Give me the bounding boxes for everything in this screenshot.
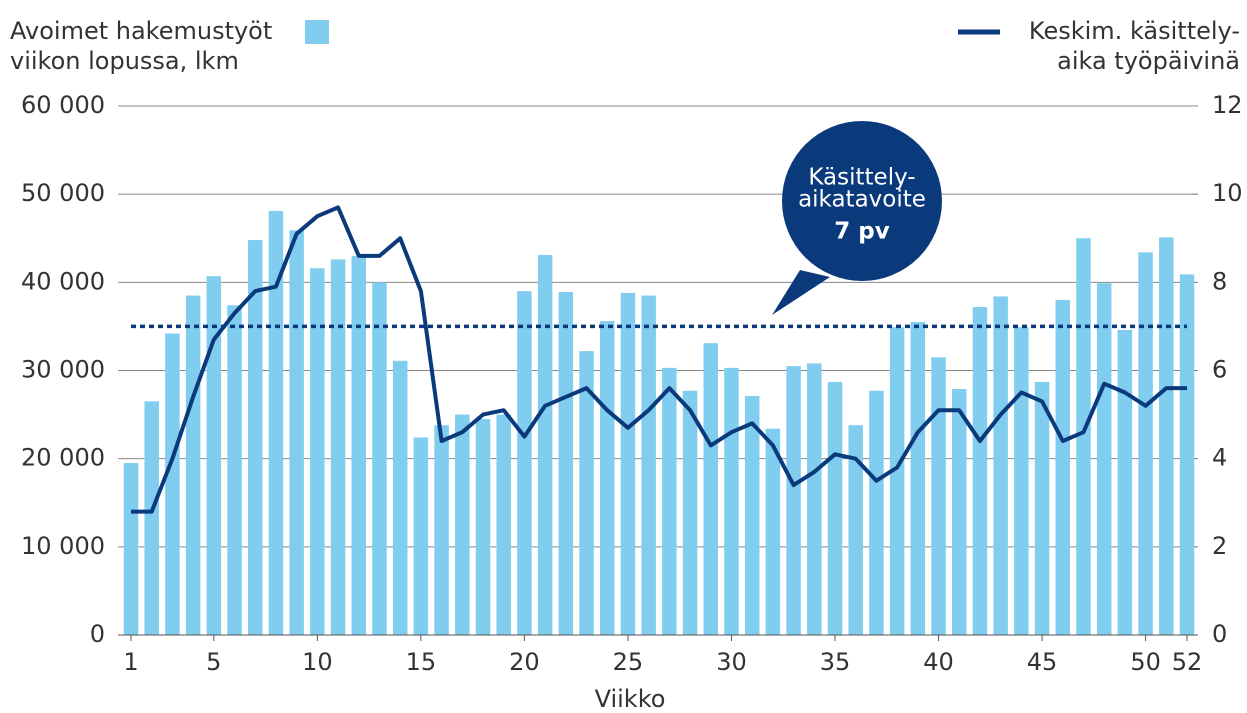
bar: [641, 295, 656, 635]
bar: [392, 360, 408, 635]
y2-tick-label: 2: [1212, 532, 1227, 560]
x-axis-title: Viikko: [595, 685, 666, 713]
y-axis-title: Avoimet hakemustyöt: [10, 17, 272, 45]
annotation-text: aikatavoite: [798, 187, 926, 213]
bar: [931, 357, 946, 635]
y-tick-label: 40 000: [21, 267, 105, 295]
bar: [662, 367, 677, 635]
y-tick-label: 20 000: [21, 444, 105, 472]
bar: [434, 425, 449, 635]
bar: [247, 240, 263, 635]
y-tick-label: 0: [90, 620, 105, 648]
bar: [1138, 252, 1153, 635]
x-tick-label: 30: [716, 648, 747, 676]
bar: [786, 366, 801, 635]
bar: [951, 389, 967, 635]
bar: [537, 255, 553, 636]
bar: [144, 401, 159, 635]
bar: [579, 351, 594, 635]
bar: [682, 390, 698, 635]
bar: [268, 210, 284, 635]
x-tick-label: 25: [613, 648, 644, 676]
bar: [227, 305, 242, 635]
y-tick-label: 60 000: [21, 91, 105, 119]
bar: [910, 322, 926, 635]
bar: [993, 296, 1008, 635]
x-tick-label: 20: [509, 648, 540, 676]
annotation-text: Käsittely-: [808, 165, 915, 191]
bar: [807, 363, 822, 635]
y2-tick-label: 12: [1212, 91, 1243, 119]
bar: [310, 268, 325, 635]
bar: [599, 321, 615, 635]
bar: [455, 414, 470, 635]
y2-tick-label: 6: [1212, 356, 1227, 384]
bar: [1055, 299, 1071, 635]
bar: [848, 425, 863, 635]
bar: [206, 276, 222, 635]
annotation-bubble: [772, 270, 830, 315]
bar: [724, 367, 739, 635]
x-tick-label: 45: [1027, 648, 1058, 676]
bar: [330, 259, 346, 635]
y2-axis-title: Keskim. käsittely-: [1029, 17, 1240, 45]
bar: [517, 291, 532, 635]
annotation-text: 7 pv: [834, 219, 889, 245]
bar: [372, 282, 387, 635]
bar: [1076, 238, 1091, 635]
y-tick-label: 30 000: [21, 356, 105, 384]
x-tick-label: 15: [406, 648, 437, 676]
bar: [744, 396, 760, 635]
legend-swatch: [305, 20, 329, 44]
bar: [185, 295, 201, 635]
x-tick-label: 52: [1172, 648, 1203, 676]
bar: [972, 307, 988, 635]
x-tick-label: 1: [123, 648, 138, 676]
x-tick-label: 50: [1130, 648, 1161, 676]
bar: [496, 414, 511, 635]
bar: [1014, 327, 1029, 635]
bar: [123, 463, 139, 635]
bar: [289, 230, 304, 635]
bar: [765, 428, 781, 635]
bar: [558, 292, 574, 635]
bar: [703, 343, 719, 635]
y-tick-label: 50 000: [21, 179, 105, 207]
y-axis-title: viikon lopussa, lkm: [10, 47, 239, 75]
x-tick-label: 5: [206, 648, 221, 676]
bar: [351, 255, 367, 635]
y2-tick-label: 4: [1212, 444, 1227, 472]
bar: [827, 381, 843, 635]
bar: [413, 437, 429, 635]
x-tick-label: 35: [820, 648, 851, 676]
y2-axis-title: aika työpäivinä: [1057, 47, 1240, 75]
y2-tick-label: 10: [1212, 179, 1243, 207]
bar: [475, 418, 491, 635]
bar: [1179, 274, 1195, 635]
x-tick-label: 40: [923, 648, 954, 676]
line: [131, 205, 1187, 514]
bar: [1159, 237, 1174, 635]
y-tick-label: 10 000: [21, 532, 105, 560]
bar: [1034, 381, 1050, 635]
y2-tick-label: 8: [1212, 267, 1227, 295]
bar: [869, 390, 884, 635]
y2-tick-label: 0: [1212, 620, 1227, 648]
x-tick-label: 10: [302, 648, 333, 676]
annotation-bubble: [782, 121, 942, 281]
bar: [1117, 329, 1133, 635]
bar: [620, 292, 636, 635]
bar: [889, 327, 905, 635]
bar: [1096, 283, 1112, 635]
bar: [165, 333, 180, 635]
